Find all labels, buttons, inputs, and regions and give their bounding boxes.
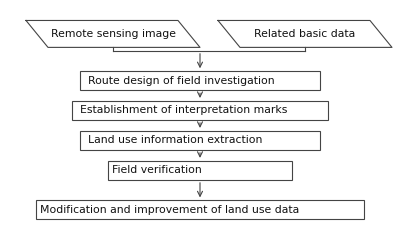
- Text: Land use information extraction: Land use information extraction: [88, 135, 262, 145]
- Bar: [36, 200, 364, 219]
- Text: Establishment of interpretation marks: Establishment of interpretation marks: [80, 106, 287, 115]
- Bar: [80, 131, 320, 150]
- Text: Remote sensing image: Remote sensing image: [50, 29, 176, 39]
- Text: Related basic data: Related basic data: [254, 29, 356, 39]
- Polygon shape: [218, 20, 392, 47]
- Text: Modification and improvement of land use data: Modification and improvement of land use…: [40, 205, 299, 215]
- Bar: [108, 161, 292, 180]
- Polygon shape: [26, 20, 200, 47]
- Text: Route design of field investigation: Route design of field investigation: [88, 76, 275, 86]
- Bar: [72, 101, 328, 120]
- Text: Field verification: Field verification: [112, 165, 202, 175]
- Bar: [80, 71, 320, 90]
